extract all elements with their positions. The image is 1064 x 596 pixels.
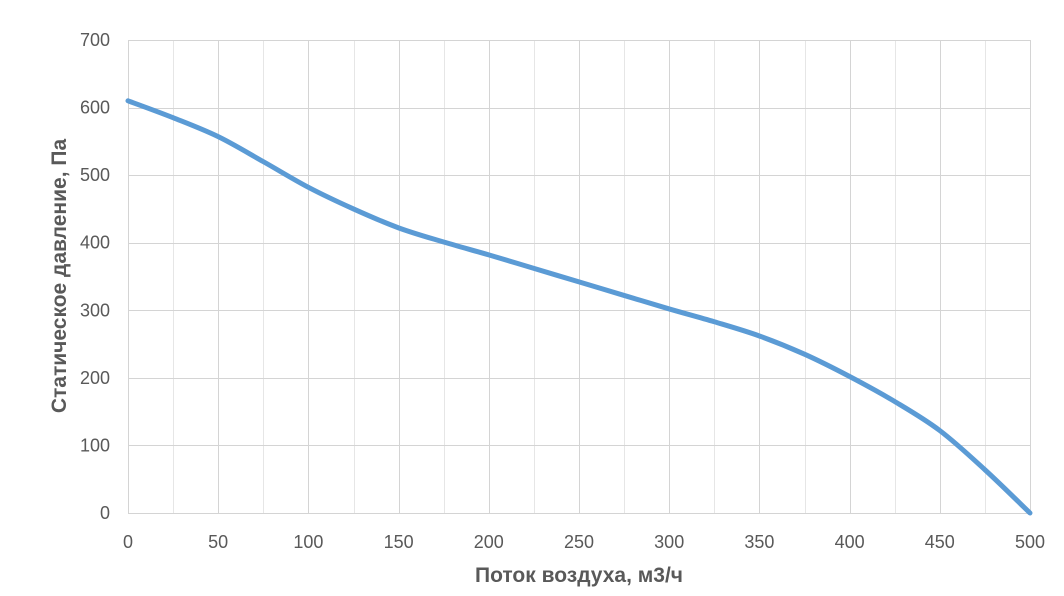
- series-layer: [125, 98, 1033, 516]
- x-tick-label: 50: [208, 532, 228, 552]
- y-tick-label: 300: [80, 300, 110, 320]
- y-tick-label: 600: [80, 98, 110, 118]
- x-axis-title: Поток воздуха, м3/ч: [475, 564, 683, 587]
- x-tick-label: 100: [293, 532, 323, 552]
- y-tick-label: 700: [80, 30, 110, 50]
- tick-labels: 0 50 100 150 200 250 300 350 400 450 500 0 100 200 300…: [80, 30, 1045, 552]
- y-tick-label: 0: [100, 503, 110, 523]
- y-axis-title: Статическое давление, Па: [48, 139, 71, 414]
- x-tick-label: 450: [925, 532, 955, 552]
- y-tick-label: 200: [80, 368, 110, 388]
- x-tick-label: 400: [835, 532, 865, 552]
- y-tick-label: 500: [80, 165, 110, 185]
- x-tick-label: 150: [384, 532, 414, 552]
- x-tick-label: 500: [1015, 532, 1045, 552]
- series-line: [125, 98, 1033, 516]
- y-tick-label: 100: [80, 435, 110, 455]
- y-tick-label: 400: [80, 233, 110, 253]
- grid-layer: [128, 40, 1031, 514]
- x-tick-label: 350: [744, 532, 774, 552]
- x-tick-label: 250: [564, 532, 594, 552]
- x-tick-label: 200: [474, 532, 504, 552]
- x-tick-label: 300: [654, 532, 684, 552]
- x-tick-label: 0: [123, 532, 133, 552]
